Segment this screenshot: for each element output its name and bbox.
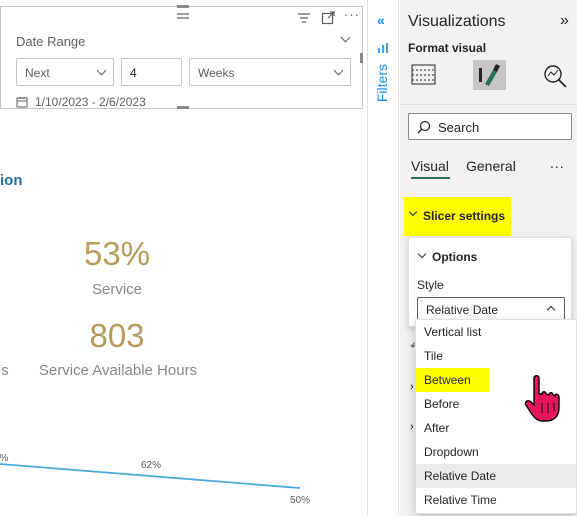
line-chart: 0% 62% 50% (0, 453, 310, 506)
search-icon (417, 120, 431, 134)
pane-title: Visualizations (408, 13, 506, 30)
tab-visual[interactable]: Visual (411, 158, 449, 174)
chevron-down-icon (408, 207, 418, 217)
search-placeholder: Search (438, 120, 480, 135)
collapsed-section-chevron-icon[interactable]: › (410, 381, 414, 393)
kpi-label: Service (91, 281, 143, 298)
date-range-text: 1/10/2023 - 2/6/2023 (35, 95, 146, 109)
relative-select[interactable]: Next (16, 58, 114, 86)
partial-heading: ion (0, 172, 23, 189)
style-label: Style (417, 278, 444, 292)
count-input-value: 4 (130, 66, 137, 80)
chevron-down-icon (333, 65, 344, 76)
dropdown-option-selected[interactable]: Relative Date (416, 464, 576, 488)
search-input[interactable]: Search (408, 113, 572, 140)
paintbrush-chart-icon (479, 64, 500, 86)
focus-mode-icon[interactable] (321, 11, 335, 25)
format-visual-tab[interactable] (473, 60, 506, 90)
dropdown-option[interactable]: Dropdown (424, 445, 479, 459)
chevron-down-icon[interactable] (417, 249, 427, 259)
resize-handle-top[interactable] (177, 5, 189, 8)
more-options-icon[interactable]: ... (550, 155, 565, 171)
chevron-down-icon (96, 65, 107, 76)
period-select[interactable]: Weeks (189, 58, 351, 86)
drag-grip-icon[interactable] (177, 13, 189, 15)
data-label: 62% (141, 460, 161, 471)
dropdown-option[interactable]: Relative Time (424, 493, 497, 507)
double-chevron-left-icon[interactable]: « (377, 12, 385, 28)
calendar-icon (16, 97, 28, 108)
dropdown-option[interactable]: After (424, 421, 450, 435)
analytics-magnifier-icon[interactable] (542, 63, 568, 89)
data-label: 0% (0, 453, 9, 464)
expand-chevron-icon[interactable]: » (560, 12, 569, 29)
style-select[interactable]: Relative Date (417, 297, 565, 321)
filter-icon[interactable] (297, 13, 311, 25)
more-options-icon[interactable]: ··· (344, 7, 360, 22)
kpi-value: 53% (83, 235, 151, 272)
count-input[interactable]: 4 (121, 58, 182, 86)
slicer-settings-section[interactable]: Slicer settings (404, 197, 511, 236)
style-select-value: Relative Date (426, 303, 499, 317)
filters-pane-collapsed[interactable]: « Filters (367, 0, 399, 516)
visualizations-pane: Visualizations » Format visual Search Vi… (400, 0, 577, 516)
relative-select-value: Next (25, 66, 50, 80)
hand-cursor-icon (524, 375, 560, 422)
filter-bars-icon (378, 43, 388, 53)
divider (400, 104, 577, 105)
chart-series-line (0, 463, 301, 489)
period-select-value: Weeks (198, 66, 235, 80)
drag-grip-icon-line (177, 17, 189, 19)
kpi-value: 803 (89, 317, 145, 354)
build-visual-icon[interactable] (411, 63, 437, 87)
resize-handle-bottom[interactable] (177, 106, 189, 109)
active-tab-underline (411, 177, 450, 179)
collapsed-section-chevron-icon[interactable]: › (410, 421, 414, 433)
slicer-collapse-chevron-icon[interactable] (340, 32, 351, 43)
dropdown-option[interactable]: Vertical list (424, 325, 482, 339)
slicer-title: Date Range (16, 34, 86, 49)
report-canvas: ··· Date Range Next 4 Weeks 1/10/2023 - … (0, 5, 363, 506)
resize-handle-right[interactable] (360, 53, 363, 63)
date-range-slicer[interactable]: ··· Date Range Next 4 Weeks 1/10/2023 - … (0, 5, 363, 109)
style-dropdown-list: Vertical list Tile Between Before After … (415, 319, 577, 514)
kpi-label: Service Available Hours (38, 362, 198, 379)
chevron-up-icon (546, 305, 556, 315)
dropdown-option[interactable]: Tile (424, 349, 443, 363)
data-label: 50% (290, 495, 310, 506)
dropdown-option[interactable]: Before (424, 397, 460, 411)
options-title: Options (432, 250, 478, 264)
filters-label[interactable]: Filters (374, 64, 390, 103)
format-visual-label: Format visual (408, 41, 487, 55)
section-title: Slicer settings (423, 209, 506, 223)
partial-kpi-label: s (1, 362, 9, 379)
tab-general[interactable]: General (466, 158, 516, 174)
options-card: Options Style Relative Date (408, 237, 572, 327)
dropdown-option-highlighted[interactable]: Between (416, 368, 489, 392)
